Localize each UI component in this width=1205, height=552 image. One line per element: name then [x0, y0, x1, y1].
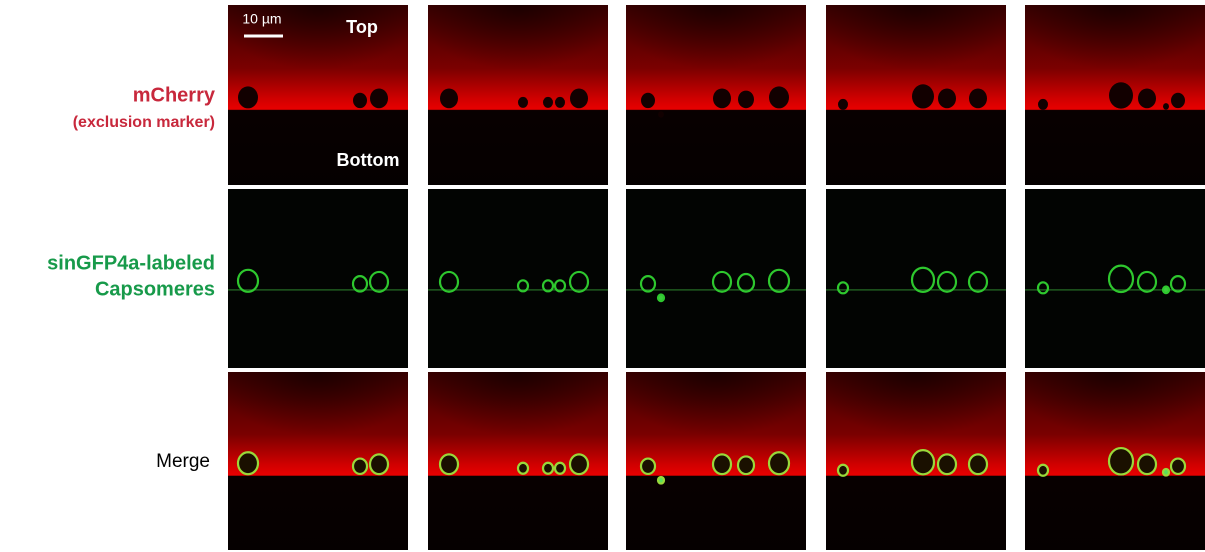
droplet: [555, 463, 565, 474]
droplet: [370, 454, 388, 474]
droplet: [1138, 89, 1156, 109]
background: [228, 189, 408, 368]
droplet: [370, 89, 388, 109]
droplet: [518, 463, 528, 474]
droplet: [1171, 93, 1185, 108]
droplet: [713, 454, 731, 474]
image-panel: [1025, 189, 1205, 368]
droplet: [570, 454, 588, 474]
droplet: [738, 456, 754, 474]
droplet: [1038, 99, 1048, 110]
droplet: [658, 295, 664, 302]
droplet: [543, 97, 553, 108]
droplet: [938, 454, 956, 474]
droplet: [1163, 469, 1169, 476]
droplet: [518, 97, 528, 108]
row-labels: mCherry (exclusion marker) sinGFP4a-labe…: [47, 84, 216, 472]
droplet: [969, 89, 987, 109]
image-panel: [228, 372, 408, 550]
droplet: [938, 89, 956, 109]
image-panel: [228, 189, 408, 368]
droplet: [543, 463, 553, 474]
image-panel: [626, 372, 806, 550]
droplet: [641, 93, 655, 108]
row-label: Capsomeres: [95, 278, 215, 300]
image-grid: [228, 5, 1205, 550]
droplet: [738, 91, 754, 109]
droplet: [1171, 459, 1185, 474]
droplet: [769, 452, 789, 474]
scale-bar-label: 10 µm: [242, 11, 281, 27]
droplet: [440, 89, 458, 109]
image-panel: [1025, 5, 1205, 185]
droplet: [238, 86, 258, 108]
droplet: [838, 465, 848, 476]
background: [1025, 189, 1205, 368]
droplet: [912, 84, 934, 108]
droplet: [1163, 287, 1169, 294]
image-panel: [626, 189, 806, 368]
droplet: [658, 477, 664, 484]
droplet: [1038, 465, 1048, 476]
droplet: [570, 89, 588, 109]
figure: mCherry (exclusion marker) sinGFP4a-labe…: [0, 0, 1205, 552]
droplet: [1109, 82, 1133, 108]
image-panel: [428, 372, 608, 550]
droplet: [1163, 103, 1169, 110]
row-label: Merge: [156, 451, 210, 472]
droplet: [769, 86, 789, 108]
background: [428, 189, 608, 368]
droplet: [440, 454, 458, 474]
image-panel: [428, 189, 608, 368]
image-panel: [826, 372, 1006, 550]
droplet: [238, 452, 258, 474]
droplet: [555, 97, 565, 108]
image-panel: [826, 189, 1006, 368]
droplet: [353, 459, 367, 474]
row-label: sinGFP4a-labeled: [47, 252, 215, 274]
droplet: [1109, 448, 1133, 474]
droplet: [912, 450, 934, 474]
image-panel: [1025, 372, 1205, 550]
droplet: [969, 454, 987, 474]
droplet: [1138, 454, 1156, 474]
droplet: [838, 99, 848, 110]
droplet: [353, 93, 367, 108]
droplet: [641, 459, 655, 474]
background: [826, 189, 1006, 368]
image-panel: [428, 5, 608, 185]
image-panel: [626, 5, 806, 185]
droplet: [713, 89, 731, 109]
row-label: mCherry: [133, 84, 216, 106]
droplet: [658, 111, 664, 118]
image-panel: [826, 5, 1006, 185]
bottom-label: Bottom: [337, 150, 400, 170]
top-label: Top: [346, 17, 378, 37]
row-label: (exclusion marker): [73, 114, 215, 131]
